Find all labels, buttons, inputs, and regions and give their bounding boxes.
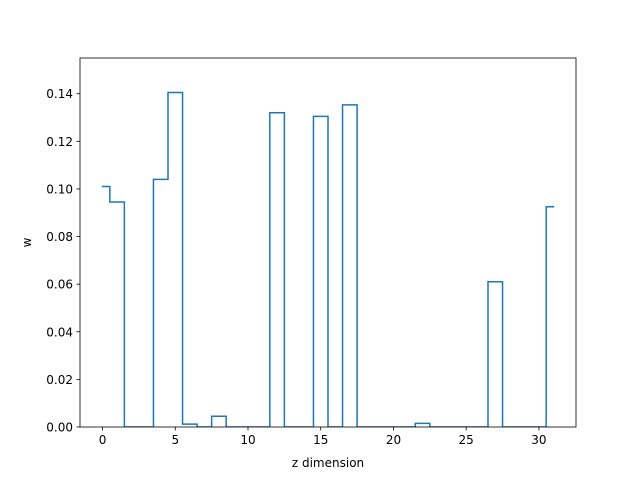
series-line-0: [101, 91, 555, 427]
axes: 0 5 10 15 20 25 30 0.00 0.02 0.04 0.06 0.08 0.10 0.12…: [46, 57, 577, 447]
y-axis-label: w: [20, 237, 34, 247]
x-axis-label: z dimension: [292, 456, 364, 470]
y-tick-label: 0.14: [46, 87, 73, 101]
x-tick-label: 10: [240, 433, 255, 447]
x-tick-label: 15: [313, 433, 328, 447]
y-tick-label: 0.02: [46, 373, 73, 387]
y-tick-label: 0.10: [46, 182, 73, 196]
y-tick-label: 0.06: [46, 278, 73, 292]
y-tick-label: 0.12: [46, 135, 73, 149]
x-tick-label: 30: [531, 433, 546, 447]
plot-area: [101, 91, 555, 427]
axes-frame: [79, 57, 577, 428]
y-tick-label: 0.08: [46, 230, 73, 244]
y-tick-label: 0.04: [46, 325, 73, 339]
x-tick-label: 20: [386, 433, 401, 447]
x-tick-label: 0: [99, 433, 107, 447]
y-tick-label: 0.00: [46, 421, 73, 435]
x-tick-label: 25: [459, 433, 474, 447]
x-tick-label: 5: [171, 433, 179, 447]
